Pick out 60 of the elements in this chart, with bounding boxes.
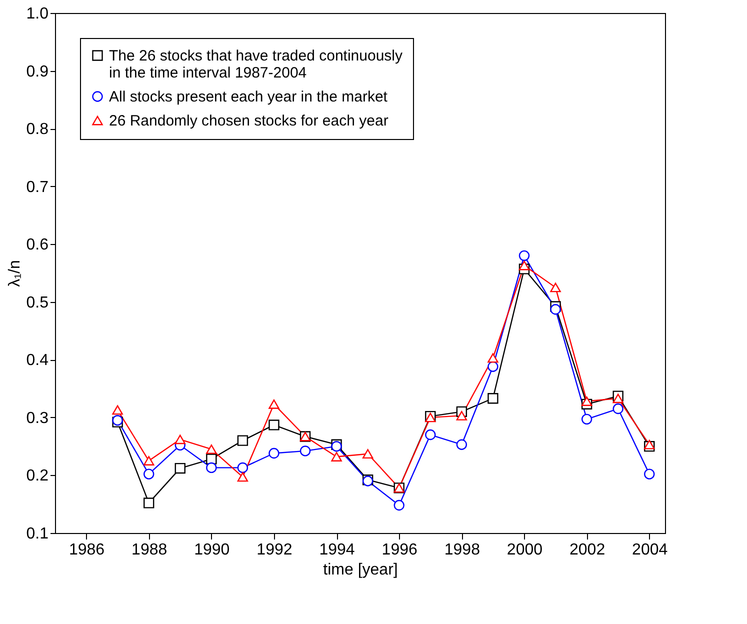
x-tick-label: 1992 [256,542,292,558]
x-tick-label: 2000 [506,542,543,558]
point [237,472,248,482]
point [144,468,154,480]
y-tick-label: 1.0 [26,6,49,22]
point [456,439,468,450]
point [488,393,498,404]
point [206,454,217,464]
point [612,394,624,404]
legend-label: All stocks present each year in the market [109,88,388,106]
legend-label: 26 Randomly chosen stocks for each year [109,112,388,130]
point [300,446,311,456]
point [518,260,530,270]
point [488,361,498,372]
point [518,250,530,261]
y-tick-label: 0.1 [26,526,49,542]
y-tick-label: 0.8 [26,121,49,138]
y-axis-title: λ₁/n [6,260,24,287]
x-tick-label: 1990 [194,542,230,558]
y-tick-label: 0.5 [26,294,49,312]
x-tick-label: 1996 [382,542,418,558]
point [144,498,154,508]
x-tick-label: 1988 [132,542,168,558]
point [268,420,280,430]
point [144,456,154,466]
point [331,452,342,462]
x-tick-label: 1994 [319,542,355,558]
legend-label: The 26 stocks that have traded continuously in the time interval 1987-2004 [109,48,404,82]
x-axis-title: time [year] [323,562,398,578]
point [581,414,592,425]
y-tick-label: 0.7 [26,178,49,196]
x-tick-label: 1998 [444,542,480,558]
point [268,399,280,409]
y-tick-label: 0.4 [26,352,49,370]
x-tick-label: 2002 [570,542,606,558]
x-tick-label: 1986 [68,542,105,558]
point [237,462,248,474]
point [206,462,217,474]
y-tick-label: 0.2 [26,468,49,485]
point [362,449,374,459]
point [425,429,436,440]
point [488,353,498,363]
point [456,411,468,420]
point [268,448,280,459]
x-tick-label: 2004 [632,542,668,558]
point [237,435,248,446]
y-tick-label: 0.3 [26,410,49,427]
y-tick-label: 0.9 [26,63,49,80]
point [174,462,186,474]
point [206,444,217,454]
point [644,468,655,480]
point [581,396,592,406]
point [550,304,561,315]
point [612,403,624,414]
point [644,440,655,450]
point [112,405,123,415]
point [550,282,561,292]
point [394,500,404,511]
point [174,434,186,444]
y-tick-label: 0.6 [26,236,49,254]
